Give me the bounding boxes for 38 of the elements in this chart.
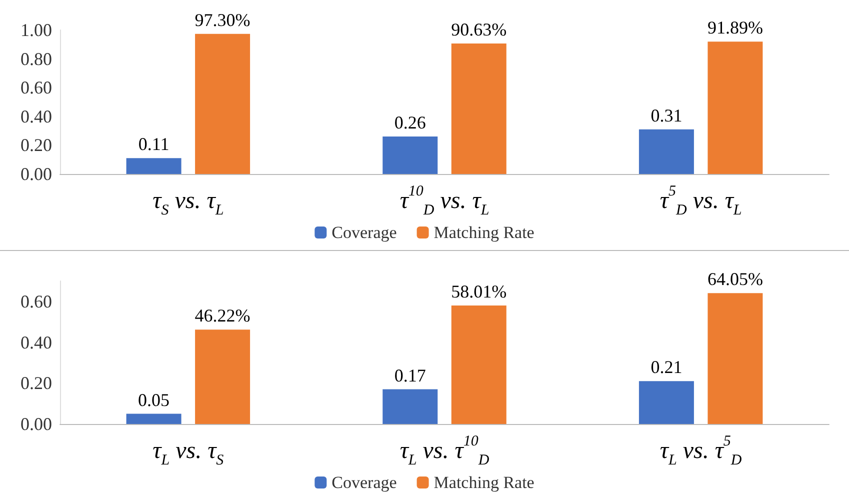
data-label: 64.05% xyxy=(707,269,763,290)
y-tick-label: 0.40 xyxy=(20,106,52,126)
legend-label: Coverage xyxy=(332,473,397,492)
bar xyxy=(382,136,438,174)
data-label: 0.17 xyxy=(394,365,426,386)
y-tick-label: 0.20 xyxy=(20,373,52,394)
y-tick-label: 0.60 xyxy=(20,291,52,312)
y-tick-label: 0.60 xyxy=(20,78,52,98)
bar xyxy=(195,330,250,424)
data-label: 97.30% xyxy=(194,10,250,30)
legend-label: Matching Rate xyxy=(434,473,534,492)
bar xyxy=(451,305,506,424)
data-label: 0.05 xyxy=(138,390,170,410)
y-tick-label: 0.00 xyxy=(20,414,52,434)
data-label: 0.21 xyxy=(650,357,682,378)
data-label: 90.63% xyxy=(451,19,507,40)
bar xyxy=(195,34,250,174)
bar xyxy=(126,158,182,174)
bar xyxy=(708,293,763,424)
bar xyxy=(638,381,694,424)
y-tick-label: 0.80 xyxy=(20,48,52,69)
y-tick-label: 0.20 xyxy=(20,135,52,156)
bar xyxy=(126,414,182,424)
legend-label: Matching Rate xyxy=(434,223,534,242)
y-tick-label: 0.00 xyxy=(20,164,52,184)
bar xyxy=(638,129,694,174)
y-tick-label: 0.40 xyxy=(20,332,52,352)
bar xyxy=(451,43,506,174)
bar xyxy=(708,42,763,174)
data-label: 0.26 xyxy=(394,112,426,133)
data-label: 58.01% xyxy=(451,281,507,302)
bar xyxy=(382,389,438,424)
y-tick-label: 1.00 xyxy=(20,20,52,40)
data-label: 91.89% xyxy=(707,18,763,38)
data-label: 0.31 xyxy=(650,105,682,126)
data-label: 0.11 xyxy=(138,134,170,154)
data-label: 46.22% xyxy=(194,306,250,326)
legend-label: Coverage xyxy=(332,223,397,242)
